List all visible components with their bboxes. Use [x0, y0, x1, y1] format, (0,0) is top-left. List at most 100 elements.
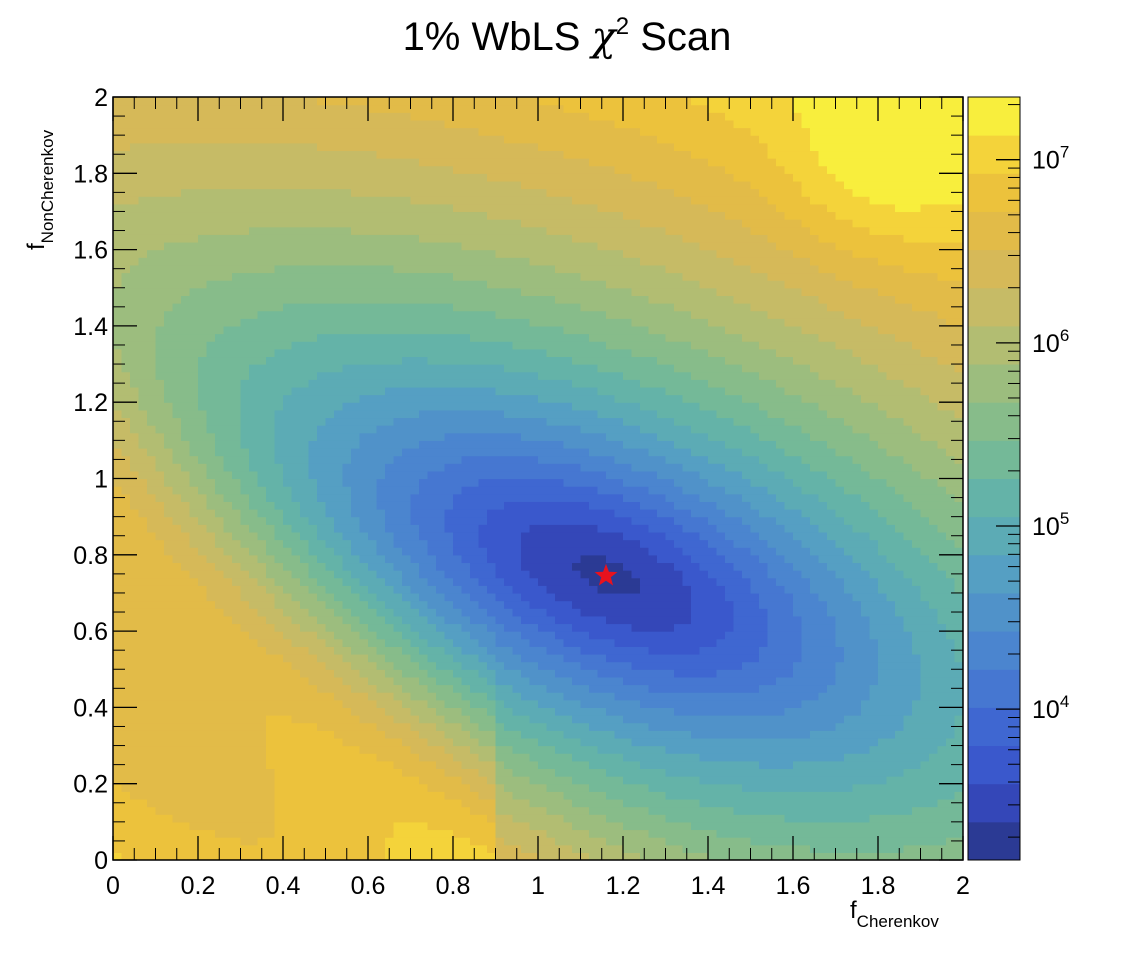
heatmap-cell: [155, 463, 165, 472]
heatmap-cell: [232, 722, 242, 731]
heatmap-cell: [249, 447, 259, 457]
heatmap-cell: [385, 226, 395, 235]
heatmap-cell: [359, 173, 369, 182]
heatmap-cell: [240, 501, 250, 510]
heatmap-cell: [155, 707, 165, 716]
heatmap-cell: [240, 554, 250, 564]
heatmap-cell: [487, 135, 497, 144]
heatmap-cell: [300, 226, 310, 235]
heatmap-cell: [512, 142, 522, 152]
heatmap-cell: [113, 295, 123, 304]
heatmap-cell: [342, 539, 352, 548]
heatmap-cell: [351, 692, 361, 701]
heatmap-cell: [453, 135, 463, 144]
heatmap-cell: [130, 379, 140, 388]
heatmap-cell: [470, 554, 480, 564]
heatmap-cell: [215, 409, 225, 419]
heatmap-cell: [487, 402, 497, 411]
heatmap-cell: [215, 570, 225, 579]
heatmap-cell: [206, 409, 216, 419]
heatmap-cell: [232, 318, 242, 327]
heatmap-cell: [419, 562, 429, 571]
heatmap-cell: [453, 333, 463, 342]
heatmap-cell: [266, 241, 276, 251]
heatmap-cell: [461, 806, 471, 815]
heatmap-cell: [376, 745, 386, 754]
heatmap-cell: [495, 173, 505, 182]
heatmap-cell: [155, 760, 165, 770]
heatmap-cell: [155, 524, 165, 533]
heatmap-cell: [410, 585, 420, 594]
heatmap-cell: [249, 722, 259, 731]
heatmap-cell: [181, 470, 191, 480]
heatmap-cell: [291, 646, 301, 655]
heatmap-cell: [529, 821, 539, 831]
heatmap-cell: [512, 310, 522, 319]
heatmap-cell: [291, 776, 301, 785]
heatmap-cell: [487, 257, 497, 266]
heatmap-cell: [419, 577, 429, 586]
heatmap-cell: [512, 287, 522, 296]
heatmap-cell: [223, 684, 233, 693]
heatmap-cell: [419, 585, 429, 594]
heatmap-cell: [232, 631, 242, 640]
heatmap-cell: [249, 814, 259, 823]
heatmap-cell: [393, 699, 403, 708]
heatmap-cell: [410, 829, 420, 838]
heatmap-cell: [232, 821, 242, 831]
heatmap-cell: [334, 142, 344, 152]
heatmap-cell: [249, 737, 259, 747]
heatmap-cell: [215, 737, 225, 747]
heatmap-cell: [444, 570, 454, 579]
heatmap-cell: [240, 417, 250, 426]
heatmap-cell: [155, 241, 165, 251]
heatmap-cell: [172, 272, 182, 281]
heatmap-cell: [419, 478, 429, 487]
heatmap-cell: [198, 669, 208, 678]
heatmap-cell: [308, 661, 318, 670]
heatmap-cell: [121, 768, 131, 777]
heatmap-cell: [325, 661, 335, 670]
heatmap-cell: [232, 501, 242, 510]
heatmap-cell: [300, 180, 310, 190]
heatmap-cell: [444, 676, 454, 686]
heatmap-cell: [376, 638, 386, 647]
heatmap-cell: [351, 417, 361, 426]
heatmap-cell: [385, 608, 395, 617]
heatmap-cell: [325, 539, 335, 548]
heatmap-cell: [223, 303, 233, 312]
heatmap-cell: [138, 188, 148, 197]
heatmap-cell: [359, 585, 369, 594]
heatmap-cell: [410, 516, 420, 525]
heatmap-cell: [121, 127, 131, 136]
heatmap-cell: [232, 760, 242, 770]
heatmap-cell: [504, 127, 514, 136]
heatmap-cell: [147, 753, 157, 762]
heatmap-cell: [215, 577, 225, 586]
heatmap-cell: [436, 280, 446, 289]
heatmap-cell: [300, 455, 310, 464]
heatmap-cell: [325, 203, 335, 213]
heatmap-cell: [504, 104, 514, 113]
heatmap-cell: [444, 745, 454, 754]
heatmap-cell: [215, 249, 225, 258]
heatmap-cell: [368, 318, 378, 327]
heatmap-cell: [164, 577, 174, 586]
heatmap-cell: [283, 829, 293, 838]
heatmap-cell: [266, 257, 276, 266]
heatmap-cell: [155, 348, 165, 358]
heatmap-cell: [308, 463, 318, 472]
heatmap-cell: [317, 371, 327, 380]
heatmap-cell: [529, 463, 539, 472]
heatmap-cell: [453, 722, 463, 731]
heatmap-cell: [240, 127, 250, 136]
heatmap-cell: [529, 333, 539, 342]
heatmap-cell: [164, 470, 174, 480]
heatmap-cell: [453, 753, 463, 762]
heatmap-cell: [419, 142, 429, 152]
heatmap-cell: [402, 447, 412, 457]
heatmap-cell: [368, 608, 378, 617]
heatmap-cell: [453, 356, 463, 365]
heatmap-cell: [325, 409, 335, 419]
heatmap-cell: [359, 142, 369, 152]
